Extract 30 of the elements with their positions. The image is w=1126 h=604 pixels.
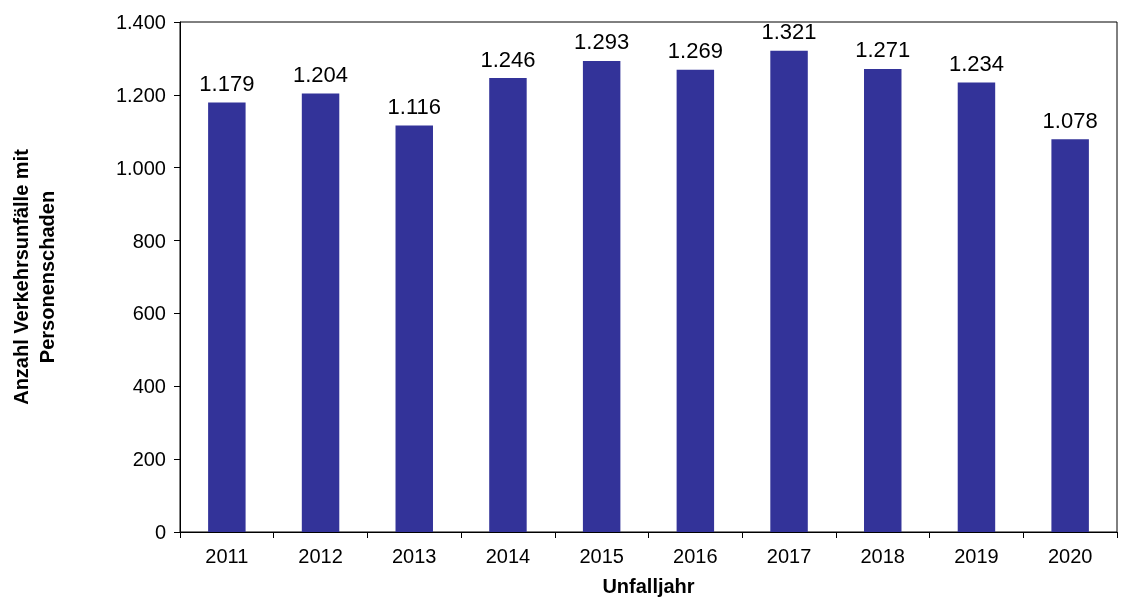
data-label: 1.234 (948, 50, 1004, 76)
y-tick-label: 600 (132, 302, 166, 325)
x-axis-title: Unfalljahr (602, 575, 695, 597)
data-label: 1.269 (667, 38, 723, 64)
x-tick-label: 2017 (766, 545, 812, 567)
x-tick-label: 2020 (1047, 545, 1093, 567)
data-label: 1.271 (855, 37, 911, 63)
x-tick-label: 2015 (579, 545, 624, 567)
y-tick-label: 1.400 (115, 11, 166, 33)
y-tick-label: 400 (132, 375, 166, 398)
data-label: 1.078 (1042, 107, 1098, 133)
y-tick-label: 800 (132, 229, 166, 252)
data-label: 1.321 (761, 19, 817, 45)
x-tick-label: 2019 (954, 545, 999, 567)
x-tick-label: 2011 (205, 545, 249, 567)
x-tick-label: 2012 (298, 545, 343, 567)
y-tick-label: 1.000 (115, 156, 166, 179)
data-label: 1.204 (293, 61, 349, 87)
data-label: 1.179 (199, 71, 255, 97)
y-tick-label: 0 (154, 521, 166, 543)
data-label: 1.116 (387, 93, 441, 119)
y-tick-label: 200 (132, 448, 166, 471)
x-tick-label: 2018 (860, 545, 905, 567)
data-label: 1.293 (574, 29, 630, 55)
y-axis-title: Anzahl Verkehrsunfälle mit Personenschaden (10, 148, 58, 405)
x-tick-label: 2014 (485, 545, 531, 567)
x-tick-label: 2016 (673, 545, 718, 567)
y-tick-label: 1.200 (115, 83, 166, 106)
data-label: 1.246 (480, 46, 536, 72)
x-tick-label: 2013 (392, 545, 437, 567)
